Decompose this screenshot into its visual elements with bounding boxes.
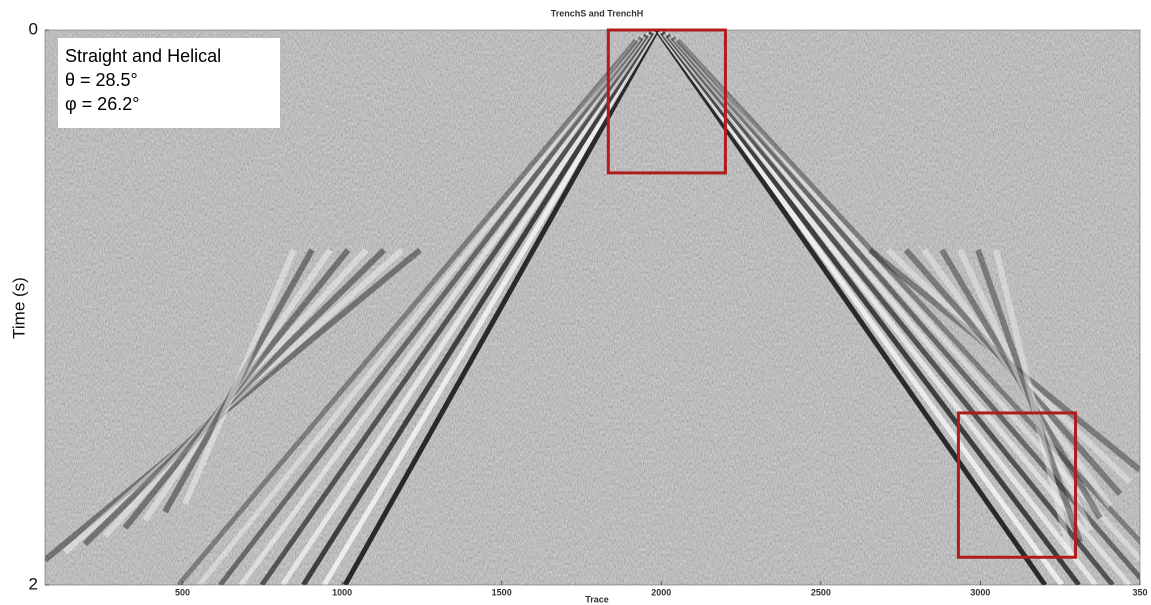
x-tick-label: 350 (1132, 587, 1147, 597)
y-axis-label: Time (s) (9, 277, 28, 339)
chart-title: TrenchS and TrenchH (551, 8, 644, 18)
x-tick-label: 3000 (970, 587, 990, 597)
x-tick-label: 2000 (651, 587, 671, 597)
y-tick-label: 2 (29, 574, 38, 593)
annotation-line: Straight and Helical (65, 46, 221, 66)
x-tick-label: 1500 (492, 587, 512, 597)
x-axis-label: Trace (585, 594, 609, 604)
x-tick-label: 500 (175, 587, 190, 597)
y-tick-label: 0 (29, 19, 38, 38)
page: TrenchS and TrenchH Trace Time (s) Strai… (0, 0, 1151, 605)
chart: TrenchS and TrenchH Trace Time (s) Strai… (0, 0, 1151, 605)
x-tick-label: 2500 (811, 587, 831, 597)
x-tick-label: 1000 (332, 587, 352, 597)
annotation-line: φ = 26.2° (65, 94, 139, 114)
annotation-line: θ = 28.5° (65, 70, 138, 90)
